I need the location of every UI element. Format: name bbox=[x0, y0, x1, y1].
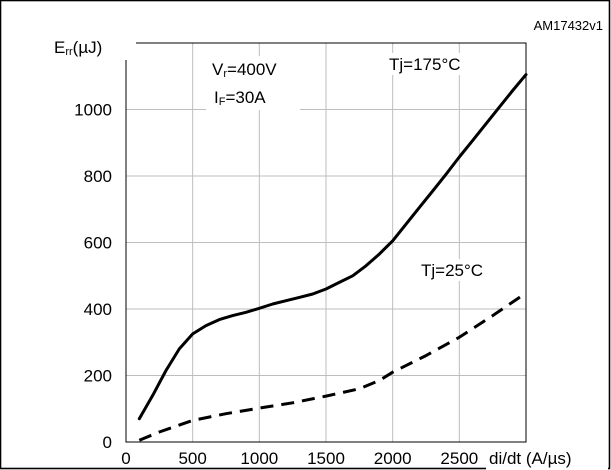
condition-current: IF=30A bbox=[214, 88, 266, 108]
y-tick-label: 200 bbox=[84, 367, 112, 386]
x-axis-label: di/dt (A/µs) bbox=[489, 449, 572, 468]
y-axis-label-subscript: rr bbox=[65, 46, 73, 58]
condition-voltage-subscript: r bbox=[223, 68, 227, 80]
condition-current-value: =30A bbox=[225, 88, 266, 107]
y-axis-label: Err(µJ) bbox=[54, 38, 102, 58]
y-axis-label-background bbox=[52, 36, 136, 60]
x-tick-label: 2000 bbox=[374, 449, 412, 468]
series-label-background-175 bbox=[385, 53, 499, 75]
conditions-background bbox=[206, 56, 300, 110]
series-line-175 bbox=[137, 73, 528, 421]
x-tick-label: 0 bbox=[121, 449, 130, 468]
plot-area-frame bbox=[125, 42, 527, 443]
condition-voltage: Vr=400V bbox=[212, 60, 277, 80]
y-axis-label-main: E bbox=[54, 38, 65, 57]
x-tick-label: 1500 bbox=[307, 449, 345, 468]
y-axis-label-unit: (µJ) bbox=[73, 38, 103, 57]
series-label-background-25 bbox=[417, 259, 521, 281]
x-tick-label: 2500 bbox=[440, 449, 478, 468]
condition-voltage-value: =400V bbox=[227, 60, 277, 79]
condition-voltage-main: V bbox=[212, 60, 224, 79]
series-label-25: Tj=25°C bbox=[421, 261, 483, 280]
y-tick-label: 400 bbox=[84, 300, 112, 319]
condition-current-subscript: F bbox=[219, 96, 226, 108]
x-tick-label: 500 bbox=[178, 449, 206, 468]
y-axis-ticks: 0 200 400 600 800 1000 bbox=[74, 101, 112, 453]
y-tick-label: 600 bbox=[84, 234, 112, 253]
figure-id: AM17432v1 bbox=[534, 18, 603, 33]
y-tick-label: 0 bbox=[103, 433, 112, 452]
y-tick-label: 800 bbox=[84, 167, 112, 186]
series-label-175: Tj=175°C bbox=[389, 55, 461, 74]
condition-current-main: I bbox=[214, 88, 219, 107]
x-axis-ticks: 0 500 1000 1500 2000 2500 bbox=[121, 449, 478, 468]
x-axis-label-background bbox=[486, 448, 608, 470]
series-layer bbox=[137, 73, 528, 442]
x-tick-label: 1000 bbox=[240, 449, 278, 468]
y-tick-label: 1000 bbox=[74, 101, 112, 120]
